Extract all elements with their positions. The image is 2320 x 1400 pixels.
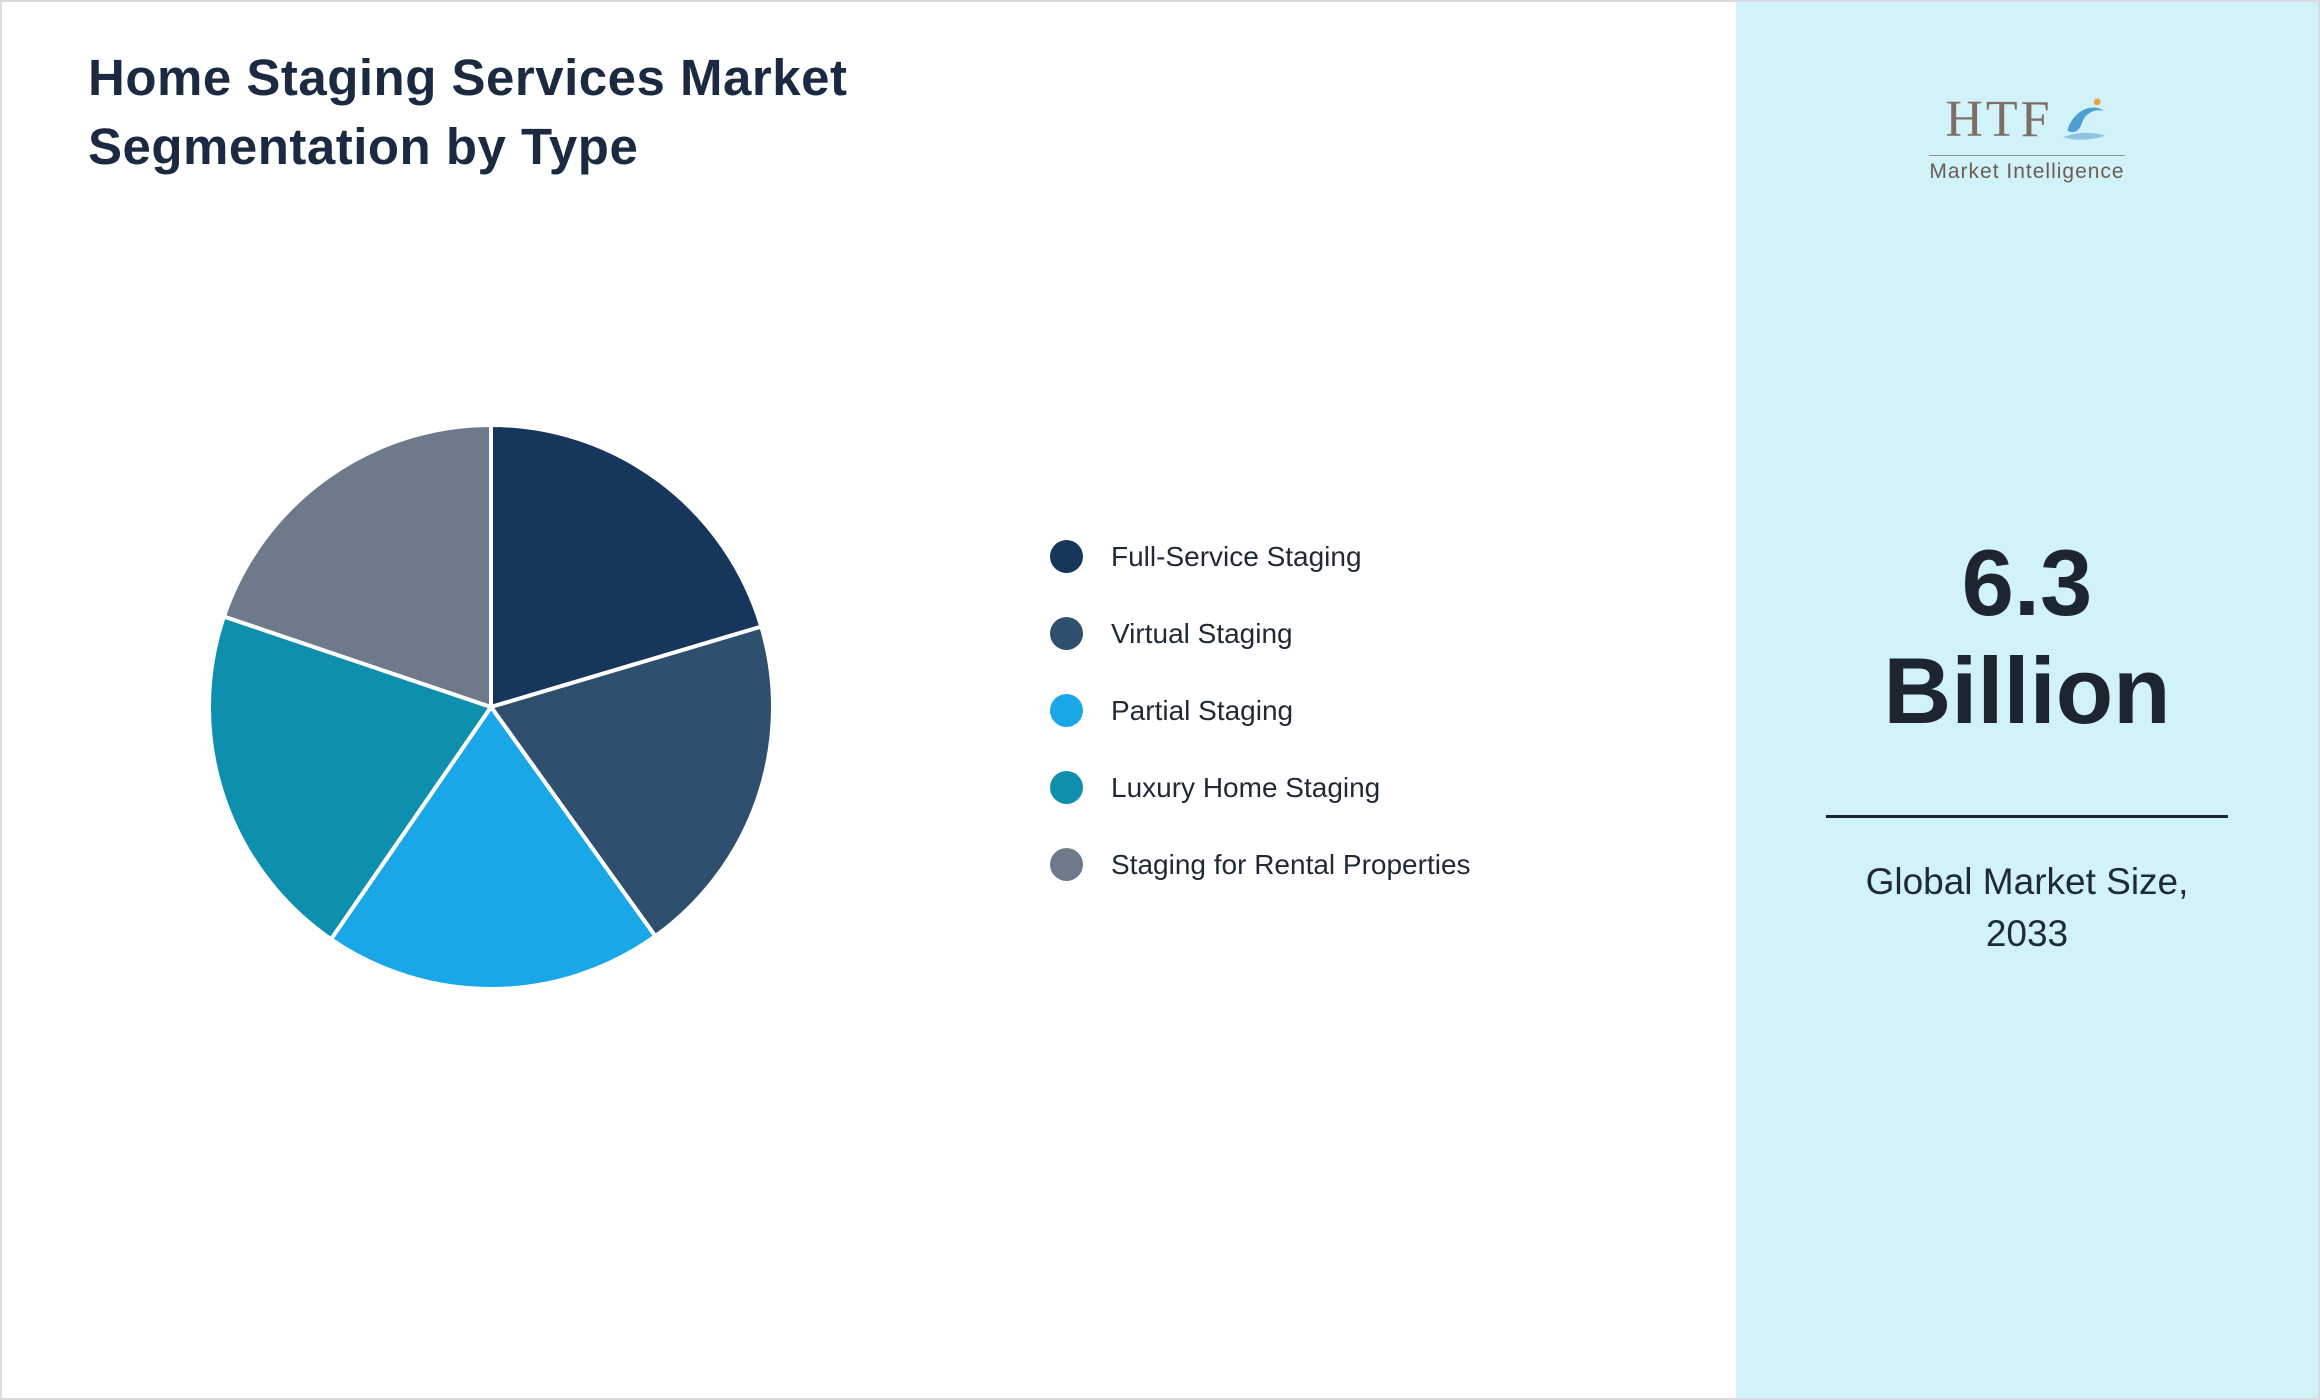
pie-slice-3 [207,614,493,942]
legend-dot-virtual [1050,617,1083,650]
page-title: Home Staging Services Market Segmentatio… [88,44,847,182]
chart-area: Home Staging Services Market Segmentatio… [2,2,1736,1398]
market-size-caption: Global Market Size, 2033 [1866,856,2189,960]
legend-dot-partial [1050,694,1083,727]
legend-label-virtual: Virtual Staging [1111,617,1293,649]
legend-label-partial: Partial Staging [1111,694,1294,726]
pie-chart [207,423,775,991]
legend-item-partial: Partial Staging [1050,694,1471,727]
pie-slice-0 [489,423,764,709]
pie-slice-2 [329,705,658,991]
legend-item-full-service: Full-Service Staging [1050,540,1471,573]
legend-label-luxury: Luxury Home Staging [1111,771,1381,803]
legend: Full-Service Staging Virtual Staging Par… [1050,540,1471,881]
pie-slice-1 [489,624,775,939]
sidebar: HTF Market Intelligence 6.3 Billion Glob… [1736,2,2318,1398]
market-size-unit: Billion [1883,638,2171,744]
market-size-value: 6.3 [1961,530,2093,635]
page-title-line1: Home Staging Services Market [88,49,848,106]
legend-dot-luxury [1050,771,1083,804]
legend-label-rental: Staging for Rental Properties [1111,848,1471,880]
page-title-line2: Segmentation by Type [88,117,639,175]
brand-logo-text: HTF [1945,91,2053,148]
market-size-caption-line2: 2033 [1985,912,2069,954]
legend-dot-rental [1050,848,1083,881]
legend-item-virtual: Virtual Staging [1050,617,1471,650]
pie-slice-4 [221,423,493,709]
brand-logo-subtext: Market Intelligence [1929,155,2125,184]
legend-item-luxury: Luxury Home Staging [1050,771,1471,804]
legend-item-rental: Staging for Rental Properties [1050,848,1471,881]
legend-dot-full-service [1050,540,1083,573]
dolphin-logo-icon [2057,94,2109,151]
callout-divider [1826,815,2228,819]
brand-logo: HTF Market Intelligence [1929,91,2125,184]
market-size-caption-line1: Global Market Size, [1865,861,2189,903]
market-size-callout: 6.3 Billion [1883,529,2170,745]
legend-label-full-service: Full-Service Staging [1111,540,1362,572]
